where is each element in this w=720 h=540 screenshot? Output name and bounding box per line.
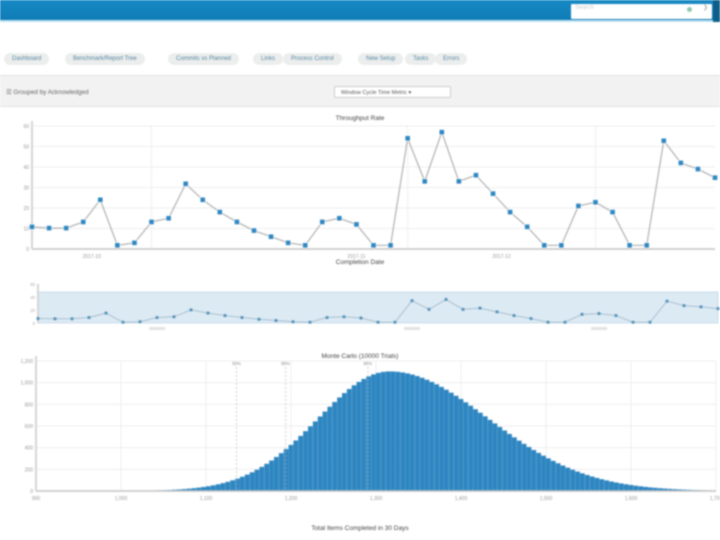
svg-text:10: 10 [23, 227, 29, 233]
svg-text:400: 400 [25, 446, 34, 452]
svg-text:1,600: 1,600 [625, 496, 638, 502]
svg-text:1,200: 1,200 [285, 496, 298, 502]
svg-text:40: 40 [30, 295, 35, 300]
svg-text:95%: 95% [364, 361, 373, 366]
svg-text:30: 30 [23, 186, 29, 192]
svg-text:1,000: 1,000 [115, 496, 128, 502]
svg-text:800: 800 [25, 402, 34, 408]
svg-text:0: 0 [26, 247, 29, 253]
svg-text:900: 900 [32, 496, 41, 502]
svg-text:1,200: 1,200 [20, 359, 33, 365]
svg-text:1,500: 1,500 [540, 496, 553, 502]
svg-text:50%: 50% [232, 361, 241, 366]
svg-text:0: 0 [33, 321, 36, 326]
svg-text:50: 50 [23, 145, 29, 151]
svg-text:200: 200 [25, 467, 34, 473]
svg-text:1,400: 1,400 [455, 496, 468, 502]
svg-text:1,300: 1,300 [370, 496, 383, 502]
svg-text:0: 0 [30, 489, 33, 495]
svg-text:20: 20 [23, 206, 29, 212]
svg-text:600: 600 [25, 424, 34, 430]
svg-text:60: 60 [23, 124, 29, 130]
svg-text:1,100: 1,100 [200, 496, 213, 502]
svg-text:60: 60 [30, 282, 35, 287]
svg-text:1,700: 1,700 [710, 496, 720, 502]
svg-text:85%: 85% [281, 361, 290, 366]
svg-text:20: 20 [30, 308, 35, 313]
svg-text:40: 40 [23, 165, 29, 171]
svg-text:1,000: 1,000 [20, 381, 33, 387]
